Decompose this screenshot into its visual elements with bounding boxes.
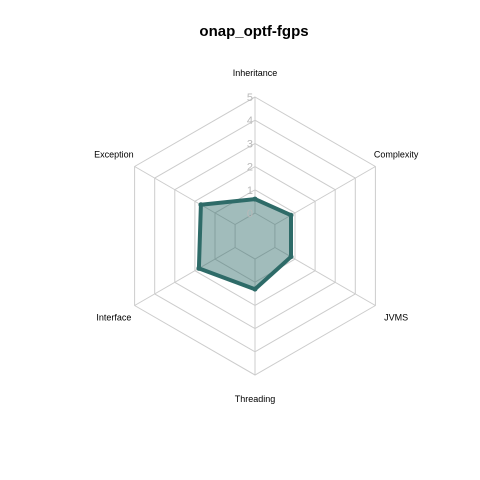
series-polygon xyxy=(196,197,293,292)
chart-title: onap_optf-fgps xyxy=(199,23,308,40)
tick-label-4: 4 xyxy=(247,115,253,127)
series-point-jvms xyxy=(288,254,294,260)
radar-grid xyxy=(134,96,376,376)
series-point-complexity xyxy=(288,212,294,218)
grid-spoke-exception xyxy=(134,166,236,225)
axis-label-inheritance: Inheritance xyxy=(233,68,278,78)
radar-series-group xyxy=(196,196,294,292)
series-point-interface xyxy=(196,265,202,271)
series-point-exception xyxy=(198,202,204,208)
axis-label-interface: Interface xyxy=(96,313,131,323)
axis-label-threading: Threading xyxy=(235,394,276,404)
tick-label-2: 2 xyxy=(247,162,253,174)
radar-tick-labels: 0 1 2 3 4 5 xyxy=(247,92,253,220)
axis-label-jvms: JVMS xyxy=(384,313,408,323)
tick-label-0: 0 xyxy=(247,208,253,220)
tick-label-1: 1 xyxy=(247,185,253,197)
series-point-threading xyxy=(252,286,258,292)
tick-label-3: 3 xyxy=(247,138,253,150)
radar-axis-labels: Inheritance Complexity JVMS Threading Interf… xyxy=(94,68,419,404)
tick-label-5: 5 xyxy=(247,92,253,104)
grid-spoke-interface xyxy=(134,247,236,306)
series-point-inheritance xyxy=(252,196,258,202)
axis-label-exception: Exception xyxy=(94,150,134,160)
axis-label-complexity: Complexity xyxy=(374,150,419,160)
